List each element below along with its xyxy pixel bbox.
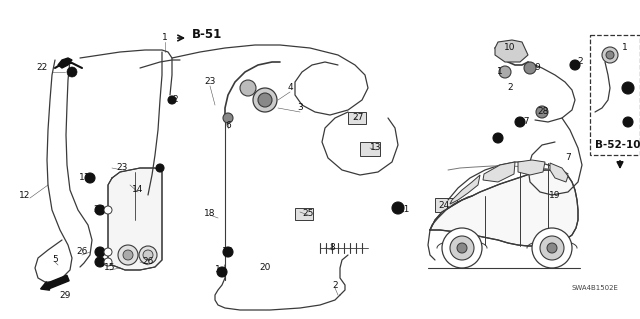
- Polygon shape: [108, 168, 162, 270]
- Circle shape: [95, 257, 105, 267]
- Text: 17: 17: [519, 117, 531, 127]
- Text: 5: 5: [52, 256, 58, 264]
- Text: 14: 14: [132, 186, 144, 195]
- Text: 21: 21: [398, 205, 410, 214]
- Text: 25: 25: [302, 209, 314, 218]
- Circle shape: [95, 205, 105, 215]
- Circle shape: [602, 47, 618, 63]
- Circle shape: [240, 80, 256, 96]
- Text: 10: 10: [504, 43, 516, 53]
- Circle shape: [139, 246, 157, 264]
- Text: 6: 6: [225, 121, 231, 130]
- Bar: [590, 35, 640, 155]
- Text: 2: 2: [172, 95, 178, 105]
- Text: B-51: B-51: [192, 27, 222, 41]
- Bar: [435, 198, 457, 212]
- Text: 1: 1: [497, 68, 503, 77]
- Text: 2: 2: [332, 280, 338, 290]
- Circle shape: [515, 117, 525, 127]
- Circle shape: [123, 250, 133, 260]
- Text: 9: 9: [534, 63, 540, 72]
- Circle shape: [104, 248, 112, 256]
- Circle shape: [217, 267, 227, 277]
- Text: 26: 26: [142, 257, 154, 266]
- Polygon shape: [483, 162, 515, 182]
- Circle shape: [258, 93, 272, 107]
- Circle shape: [547, 243, 557, 253]
- Text: 4: 4: [287, 84, 293, 93]
- Text: 2: 2: [507, 84, 513, 93]
- Text: 26: 26: [76, 248, 88, 256]
- Text: 11: 11: [79, 174, 91, 182]
- Circle shape: [168, 96, 176, 104]
- Circle shape: [606, 51, 614, 59]
- Circle shape: [253, 88, 277, 112]
- Text: 2: 2: [577, 57, 583, 66]
- Circle shape: [540, 236, 564, 260]
- Text: 15: 15: [104, 263, 116, 272]
- Text: 26: 26: [93, 205, 105, 214]
- Circle shape: [622, 82, 634, 94]
- Circle shape: [493, 133, 503, 143]
- Text: 29: 29: [60, 291, 70, 300]
- Text: Fr.: Fr.: [45, 271, 55, 279]
- Circle shape: [623, 117, 633, 127]
- Text: 13: 13: [371, 144, 381, 152]
- Text: 1: 1: [627, 117, 633, 127]
- Text: 22: 22: [36, 63, 47, 72]
- Circle shape: [570, 60, 580, 70]
- Circle shape: [536, 106, 548, 118]
- Circle shape: [450, 236, 474, 260]
- Text: 19: 19: [549, 190, 561, 199]
- Text: SWA4B1502E: SWA4B1502E: [572, 285, 619, 291]
- Text: B-52-10: B-52-10: [595, 140, 640, 150]
- Circle shape: [104, 258, 112, 266]
- Text: 1: 1: [215, 265, 221, 275]
- Circle shape: [532, 228, 572, 268]
- Text: 1: 1: [162, 33, 168, 42]
- Text: 12: 12: [19, 190, 31, 199]
- Text: 1: 1: [622, 43, 628, 53]
- Text: 8: 8: [329, 243, 335, 253]
- Polygon shape: [495, 40, 528, 62]
- Polygon shape: [430, 170, 578, 246]
- Circle shape: [118, 245, 138, 265]
- Circle shape: [442, 228, 482, 268]
- Text: 20: 20: [259, 263, 271, 272]
- Text: 16: 16: [222, 248, 234, 256]
- Bar: [295, 208, 313, 220]
- Text: 18: 18: [204, 209, 216, 218]
- Circle shape: [524, 62, 536, 74]
- Text: 23: 23: [116, 164, 128, 173]
- Polygon shape: [550, 163, 568, 182]
- Text: 24: 24: [438, 201, 450, 210]
- Circle shape: [392, 202, 404, 214]
- Circle shape: [143, 250, 153, 260]
- Polygon shape: [518, 160, 545, 175]
- Circle shape: [457, 243, 467, 253]
- Text: 3: 3: [297, 103, 303, 113]
- Circle shape: [67, 67, 77, 77]
- Text: 7: 7: [565, 153, 571, 162]
- Circle shape: [499, 66, 511, 78]
- Circle shape: [104, 206, 112, 214]
- Circle shape: [85, 173, 95, 183]
- Circle shape: [223, 247, 233, 257]
- Bar: [348, 112, 366, 124]
- Text: 28: 28: [538, 108, 548, 116]
- Bar: [360, 142, 380, 156]
- Circle shape: [95, 247, 105, 257]
- Text: 23: 23: [204, 78, 216, 86]
- Text: 1: 1: [497, 133, 503, 143]
- Text: 27: 27: [352, 114, 364, 122]
- FancyArrow shape: [40, 275, 69, 290]
- Circle shape: [223, 113, 233, 123]
- Circle shape: [156, 164, 164, 172]
- Polygon shape: [58, 58, 72, 68]
- Polygon shape: [450, 175, 480, 204]
